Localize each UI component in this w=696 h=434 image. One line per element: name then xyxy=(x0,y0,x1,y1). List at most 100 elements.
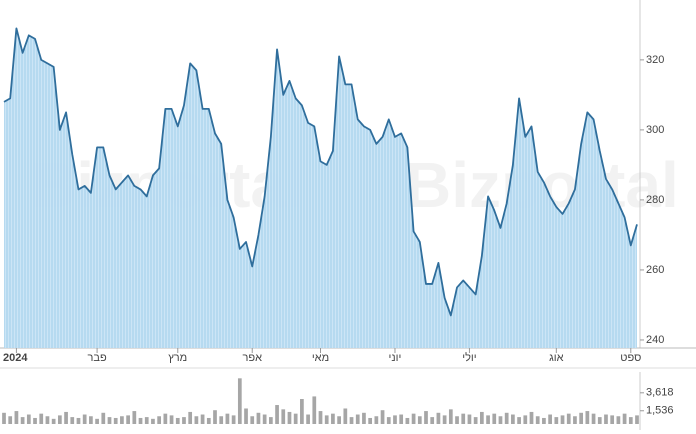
y-tick-label: 280 xyxy=(646,194,664,206)
volume-bar xyxy=(442,415,447,424)
volume-bar xyxy=(194,416,199,424)
volume-bar xyxy=(560,415,565,424)
y-tick-label: 240 xyxy=(646,334,664,346)
x-tick-label: יולי xyxy=(462,351,476,364)
volume-bar xyxy=(213,410,217,424)
volume-bar xyxy=(312,396,317,424)
volume-bar xyxy=(498,416,503,424)
volume-bar xyxy=(504,412,509,424)
volume-bar xyxy=(610,415,615,424)
volume-bar xyxy=(324,415,329,424)
volume-bar xyxy=(492,413,497,424)
volume-bar xyxy=(306,414,310,424)
volume-bar xyxy=(101,412,106,424)
volume-bar xyxy=(182,417,186,424)
volume-bar xyxy=(268,417,273,424)
y-tick-label: 3,618 xyxy=(646,387,674,399)
volume-bar xyxy=(138,417,143,424)
y-tick-label: 1,536 xyxy=(646,405,674,417)
volume-bar xyxy=(448,409,453,424)
volume-bar xyxy=(548,414,552,424)
volume-bar xyxy=(287,411,292,424)
x-tick-label: ספט xyxy=(620,352,641,364)
volume-bar xyxy=(300,399,304,424)
volume-bar xyxy=(8,416,13,424)
volume-bar xyxy=(45,416,50,424)
volume-bar xyxy=(331,413,335,424)
volume-bar xyxy=(318,411,323,424)
volume-bar xyxy=(175,417,180,424)
price-line xyxy=(3,27,638,317)
volume-bar xyxy=(275,405,279,424)
volume-bar xyxy=(573,416,577,424)
volume-bar xyxy=(113,417,118,424)
volume-bar xyxy=(479,411,484,424)
volume-bar xyxy=(455,416,459,424)
volume-bar xyxy=(20,417,25,424)
volume-bar xyxy=(355,414,360,424)
x-tick-label: מרץ xyxy=(168,352,187,364)
volume-bar xyxy=(374,416,379,424)
volume-bar xyxy=(76,417,81,424)
volume-bar xyxy=(635,415,639,424)
volume-bar xyxy=(554,417,559,424)
volume-bar xyxy=(461,413,466,424)
volume-bar xyxy=(430,417,435,424)
area xyxy=(4,28,637,348)
volume-bar xyxy=(399,414,404,424)
volume-bar xyxy=(616,416,621,424)
volume-bar xyxy=(188,411,193,424)
volume-bar xyxy=(622,413,627,424)
volume-bar xyxy=(33,417,37,424)
volume-bar xyxy=(628,417,633,424)
volume-bar xyxy=(151,418,155,424)
volume-bar xyxy=(473,417,478,424)
volume-bar xyxy=(604,414,608,424)
volume-bar xyxy=(169,415,174,424)
volume-bar xyxy=(411,413,416,424)
volume-bar xyxy=(237,378,242,424)
volume-bar xyxy=(2,412,6,424)
y-tick-label: 300 xyxy=(646,124,664,136)
volume-bar xyxy=(343,408,348,424)
volume-bar xyxy=(57,415,62,424)
volume-bar xyxy=(256,412,261,424)
volume-bar xyxy=(107,417,112,424)
x-tick-label: אוג xyxy=(549,352,564,364)
volume-bar xyxy=(591,413,596,424)
volume-bar xyxy=(126,415,130,424)
volume-bar xyxy=(231,415,236,424)
volume-bar xyxy=(436,412,441,424)
volume-bar xyxy=(362,412,366,424)
volume-bar xyxy=(529,411,534,424)
volume-bar xyxy=(535,416,540,424)
volume-bar xyxy=(64,411,68,424)
volume-bar xyxy=(424,411,428,424)
volume-bar xyxy=(566,413,571,424)
volume-bar xyxy=(144,417,149,424)
volume-bar xyxy=(405,417,410,424)
volume-bar xyxy=(39,413,44,424)
volume-bar xyxy=(542,417,546,424)
volume-bar xyxy=(281,409,286,424)
volume-bar xyxy=(597,417,602,424)
x-tick-label: מאי xyxy=(312,352,329,364)
volume-bar xyxy=(517,417,521,424)
volume-bar xyxy=(349,417,354,424)
volume-bar xyxy=(120,416,124,424)
volume-bar xyxy=(585,411,590,424)
volume-bar xyxy=(163,413,168,424)
volume-bar xyxy=(417,416,422,424)
volume-bar xyxy=(206,417,211,424)
volume-bar xyxy=(244,408,248,424)
volume-bar xyxy=(511,414,515,424)
volume-bar xyxy=(200,414,205,424)
volume-bar xyxy=(579,412,584,424)
volume-bar xyxy=(337,416,341,424)
volume-bar xyxy=(157,416,162,424)
x-tick-label: 2024 xyxy=(3,352,28,364)
volume-bar xyxy=(380,410,385,424)
volume-bar xyxy=(82,414,87,424)
y-tick-label: 260 xyxy=(646,264,664,276)
